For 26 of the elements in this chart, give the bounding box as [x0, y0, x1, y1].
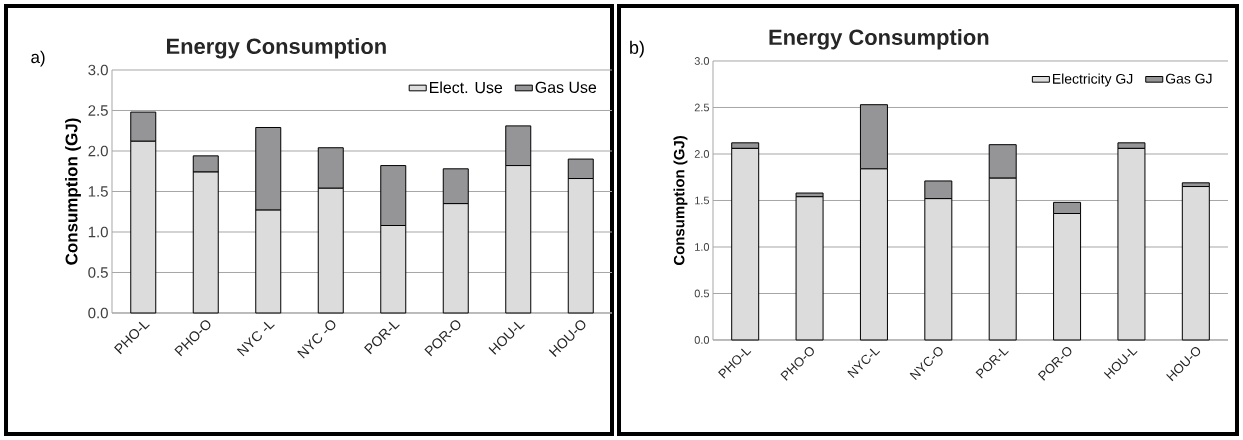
y-axis-title: Consumption (GJ)	[65, 118, 81, 265]
y-tick-label: 0.5	[88, 267, 108, 278]
y-tick-label: 1.5	[695, 196, 710, 205]
legend-label: Gas GJ	[1165, 73, 1212, 84]
bar	[1181, 186, 1210, 341]
chart-title: Energy Consumption	[769, 28, 989, 50]
y-axis-title: Consumption (GJ)	[673, 136, 688, 266]
y-tick-label: 2.5	[694, 103, 710, 112]
y-tick-label: 3.0	[88, 64, 108, 76]
y-tick-label: 1.5	[88, 186, 108, 197]
y-tick-label: 0.5	[694, 289, 710, 298]
y-tick-label: 2.0	[694, 150, 710, 158]
y-tick-label: 3.0	[694, 57, 710, 65]
text: b)	[630, 40, 644, 58]
legend-label: Elect. Use	[430, 81, 503, 94]
y-tick-label: 2.5	[88, 105, 108, 116]
chart-title: Energy Consumption	[167, 37, 386, 59]
y-tick-label: 2.0	[88, 145, 108, 157]
y-tick-label: 0.0	[694, 336, 710, 344]
y-tick-label: 1.0	[695, 243, 710, 251]
bar	[795, 196, 824, 341]
y-tick-label: 0.0	[88, 307, 108, 319]
y-tick-label: 1.0	[88, 226, 108, 238]
text: a)	[31, 50, 45, 67]
legend-label: Electricity GJ	[1053, 73, 1133, 87]
legend-label: Gas Use	[535, 81, 597, 93]
